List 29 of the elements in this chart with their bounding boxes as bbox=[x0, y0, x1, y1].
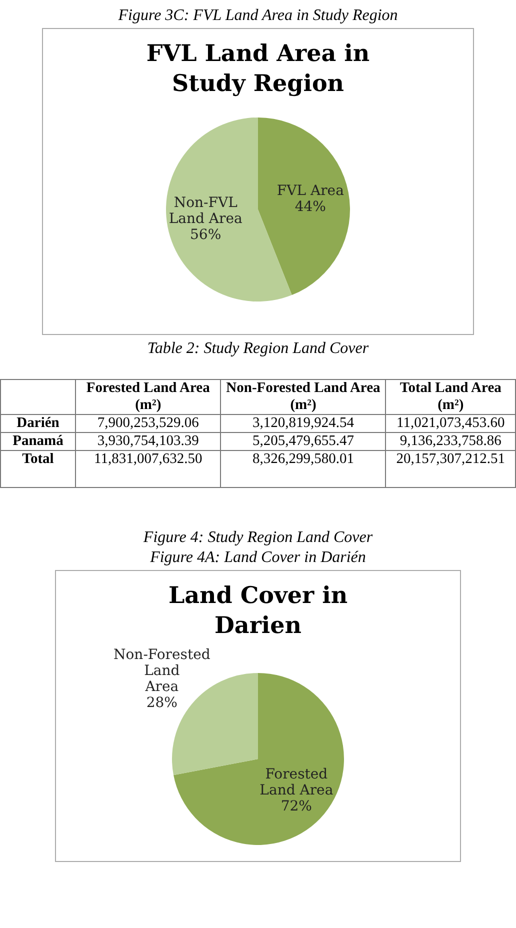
chart-title: FVL Land Area in Study Region bbox=[145, 39, 371, 99]
text: 9,136,233,758.86 bbox=[400, 433, 502, 449]
category-label: Total bbox=[22, 451, 54, 467]
category-label: Panamá bbox=[12, 433, 64, 449]
slice-label: FVL Area bbox=[276, 183, 344, 200]
text: 20,157,307,212.51 bbox=[396, 451, 505, 467]
text: Table 2: Study Region Land Cover bbox=[146, 339, 370, 359]
text: 11,831,007,632.50 bbox=[94, 451, 202, 467]
slice-label: Non-Forested Land Area bbox=[113, 647, 210, 696]
caption: Figure 3C: FVL Land Area in Study Region bbox=[117, 6, 399, 26]
caption: Figure 4: Study Region Land Cover bbox=[142, 528, 374, 548]
chart-title: Land Cover in Darien bbox=[167, 581, 349, 641]
slice-label: Forested Land Area bbox=[260, 766, 334, 798]
data-label: 44% bbox=[294, 199, 326, 216]
category-label: Non-Forested Land Area (m²) bbox=[220, 380, 386, 414]
text: 5,205,479,655.47 bbox=[252, 433, 354, 449]
text: 7,900,253,529.06 bbox=[97, 415, 199, 431]
text: 3,930,754,103.39 bbox=[97, 433, 199, 449]
text: 8,326,299,580.01 bbox=[252, 451, 354, 467]
data-label: 56% bbox=[190, 227, 222, 244]
category-label: Forested Land Area (m²) bbox=[76, 380, 221, 414]
slice-label: Non-FVL Land Area bbox=[168, 195, 242, 228]
caption: Figure 4A: Land Cover in Darién bbox=[149, 548, 367, 568]
category-label: Darién bbox=[16, 415, 60, 431]
text: 3,120,819,924.54 bbox=[252, 415, 354, 431]
data-label: 72% bbox=[280, 798, 312, 814]
data-label: 28% bbox=[146, 695, 178, 712]
text: 11,021,073,453.60 bbox=[396, 415, 505, 431]
category-label: Total Land Area (m²) bbox=[386, 380, 516, 414]
